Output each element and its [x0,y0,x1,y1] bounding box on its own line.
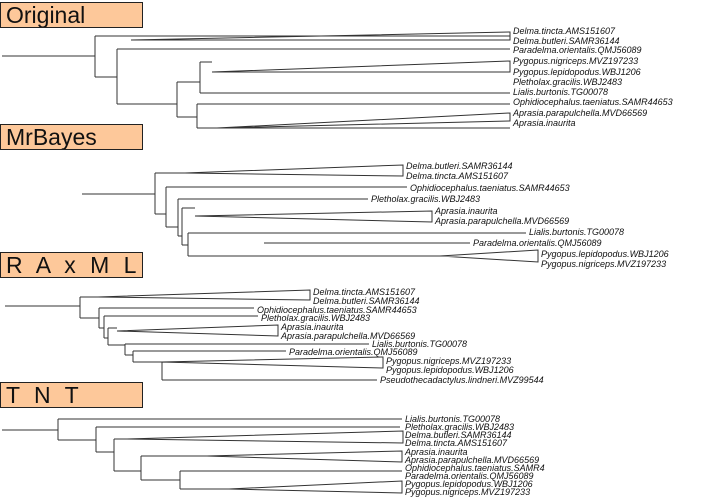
taxon-label: Delma.butleri.SAMR36144 [406,161,513,171]
taxon-label: Lialis.burtonis.TG00078 [405,414,500,424]
taxon-label: Ophidiocephalus.taeniatus.SAMR44653 [513,97,673,107]
taxon-label: Delma.tincta.AMS151607 [313,287,416,297]
taxon-label: Aprasia.parapulchella.MVD66569 [280,331,415,341]
taxon-label: Pygopus.lepidopodus.WBJ1206 [405,479,533,489]
taxon-label: Paradelma.orientalis.QMJ56089 [289,347,418,357]
taxon-label: Pletholax.gracilis.WBJ2483 [371,194,480,204]
taxon-label: Paradelma.orientalis.QMJ56089 [473,238,602,248]
taxon-label: Pygopus.nigriceps.MVZ197233 [405,487,530,497]
taxon-label: Delma.butleri.SAMR36144 [513,36,620,46]
taxon-label: Paradelma.orientalis.QMJ56089 [405,471,534,481]
taxon-label: Lialis.burtonis.TG00078 [513,87,608,97]
taxon-label: Delma.tincta.AMS151607 [513,26,616,36]
taxon-label: Pygopus.nigriceps.MVZ197233 [513,56,638,66]
taxon-label: Ophidiocephalus.taeniatus.SAMR44653 [257,305,417,315]
taxon-label: Ophidiocephalus.taeniatus.SAMR4 [405,463,545,473]
taxon-label: Lialis.burtonis.TG00078 [529,227,624,237]
tree-mrbayes: Delma.butleri.SAMR36144 Delma.tincta.AMS… [82,161,669,269]
taxon-label: Pygopus.lepidopodus.WBJ1206 [541,249,669,259]
taxon-label: Aprasia.inaurita [512,118,576,128]
taxon-label: Pletholax.gracilis.WBJ2483 [513,77,622,87]
taxon-label: Aprasia.parapulchella.MVD66569 [404,455,539,465]
taxon-label: Pseudothecadactylus.lindneri.MVZ99544 [380,375,544,385]
taxon-label: Pletholax.gracilis.WBJ2483 [405,422,514,432]
taxon-label: Delma.butleri.SAMR36144 [313,296,420,306]
taxon-label: Paradelma.orientalis.QMJ56089 [513,45,642,55]
taxon-label: Pygopus.lepidopodus.WBJ1206 [513,67,641,77]
taxon-label: Pygopus.lepidopodus.WBJ1206 [386,365,514,375]
tree-original: Delma.tincta.AMS151607 Delma.butleri.SAM… [2,26,673,129]
taxon-label: Aprasia.parapulchella.MVD66569 [434,216,569,226]
panel-title-raxml: R A x M L [0,252,143,278]
taxon-label: Pygopus.nigriceps.MVZ197233 [386,356,511,366]
tree-raxml: Delma.tincta.AMS151607 Delma.butleri.SAM… [5,287,544,385]
taxon-label: Aprasia.inaurita [434,206,498,216]
panel-title-tnt: T N T [0,382,143,408]
panel-title-mrbayes: MrBayes [0,124,143,150]
taxon-label: Ophidiocephalus.taeniatus.SAMR44653 [410,183,570,193]
taxon-label: Delma.tincta.AMS151607 [405,438,508,448]
taxon-label: Aprasia.parapulchella.MVD66569 [512,108,647,118]
taxon-label: Delma.tincta.AMS151607 [406,171,509,181]
taxon-label: Delma.butleri.SAMR36144 [405,430,512,440]
taxon-label: Lialis.burtonis.TG00078 [372,339,467,349]
tree-tnt: Lialis.burtonis.TG00078 Pletholax.gracil… [2,414,545,497]
taxon-label: Pletholax.gracilis.WBJ2483 [261,313,370,323]
panel-title-original: Original [0,2,143,28]
taxon-label: Aprasia.inaurita [280,322,344,332]
taxon-label: Pygopus.nigriceps.MVZ197233 [541,259,666,269]
taxon-label: Aprasia.inaurita [404,447,468,457]
